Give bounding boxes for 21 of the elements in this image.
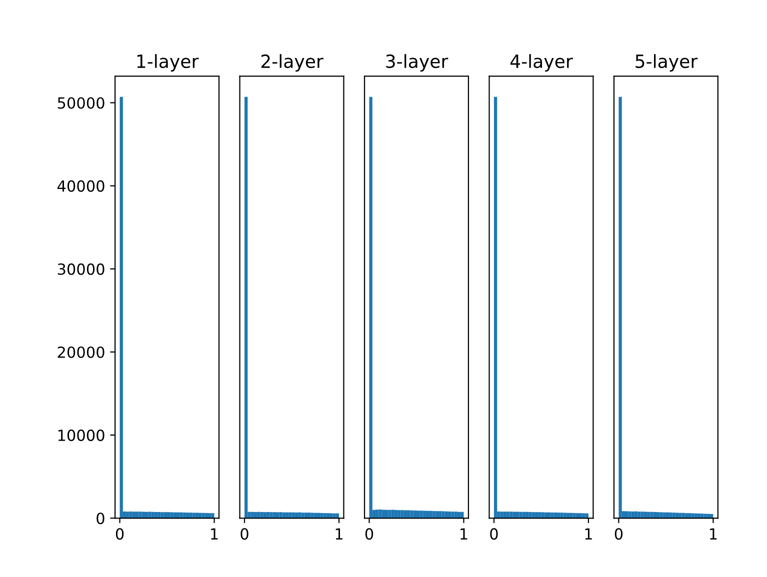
- y-tick-label: 40000: [57, 180, 104, 192]
- x-tick-label: 0: [614, 528, 623, 540]
- y-tick-label: 30000: [58, 263, 104, 275]
- chart-title: 5-layer: [636, 54, 698, 72]
- chart-title: 2-layer: [261, 54, 324, 72]
- y-tick-label: 20000: [58, 346, 104, 358]
- y-tick-label: 0: [96, 512, 104, 524]
- x-tick-label: 1: [585, 528, 592, 540]
- chart-title: 3-layer: [386, 54, 448, 72]
- y-tick-label: 50000: [58, 97, 104, 109]
- x-tick-label: 0: [490, 528, 498, 540]
- x-tick-label: 1: [460, 528, 468, 540]
- x-tick-label: 0: [365, 528, 374, 540]
- x-tick-label: 0: [240, 528, 248, 540]
- chart-title: 4-layer: [510, 54, 573, 72]
- x-tick-label: 1: [336, 528, 342, 540]
- x-tick-label: 1: [211, 528, 218, 540]
- x-tick-label: 0: [116, 528, 124, 540]
- y-tick-label: 10000: [58, 430, 104, 442]
- x-tick-label: 1: [710, 528, 717, 540]
- chart-title: 1-layer: [137, 54, 199, 72]
